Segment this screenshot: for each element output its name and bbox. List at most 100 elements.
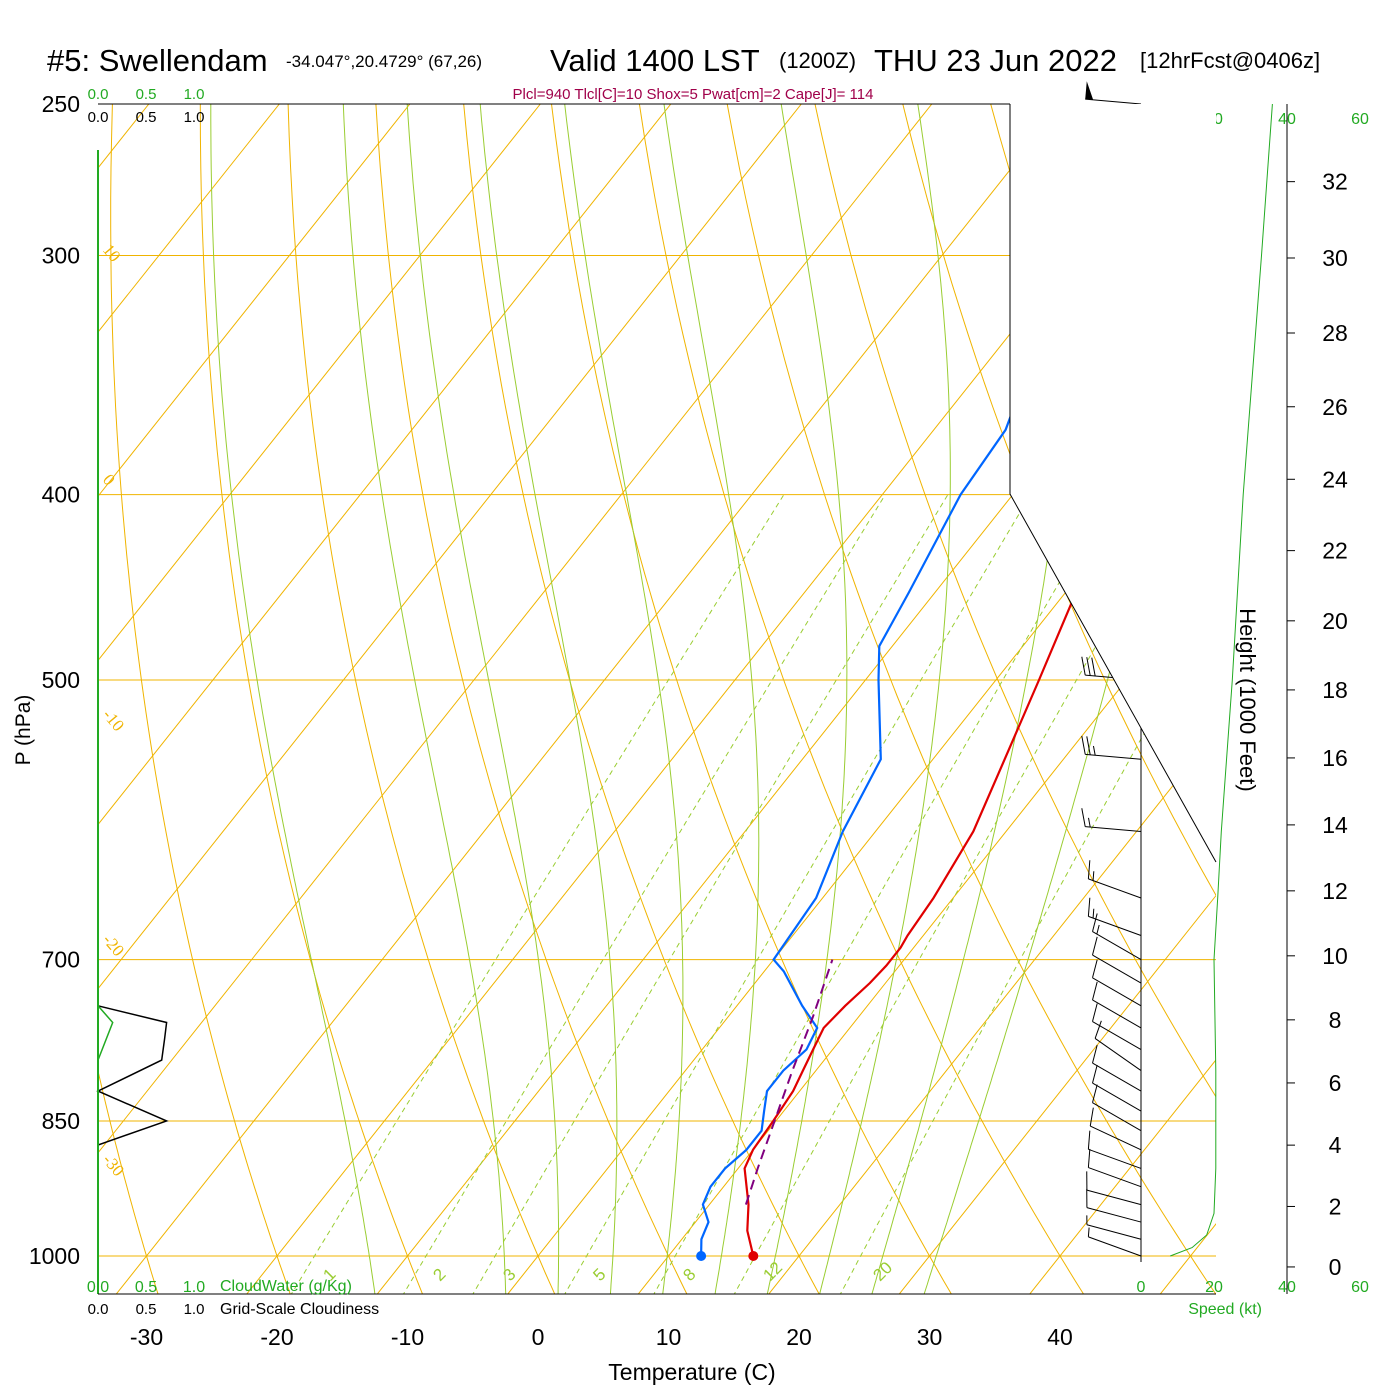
height-tick-label: 0 — [1329, 1254, 1342, 1280]
wind-barb-staff — [1092, 1102, 1142, 1132]
mask-upper-right — [1010, 104, 1216, 862]
dry-adiabat — [814, 104, 1216, 1098]
temperature-tick-label: -20 — [260, 1324, 293, 1350]
cloudwater-tick-bottom: 0.0 — [87, 1279, 109, 1296]
moist-adiabat — [406, 104, 560, 1294]
mixing-ratio-line — [733, 494, 1183, 1294]
speed-tick-top: 60 — [1351, 111, 1369, 128]
cloudiness-tick-bottom: 0.5 — [136, 1301, 157, 1318]
cloudwater-tick-top: 0.0 — [88, 86, 109, 103]
cloudwater-label: CloudWater (g/Kg) — [220, 1278, 352, 1295]
height-tick-label: 8 — [1329, 1007, 1342, 1033]
wind-barb-feather — [1092, 913, 1098, 932]
x-axis-title: Temperature (C) — [608, 1359, 775, 1385]
wind-barb-staff — [1092, 931, 1142, 961]
pressure-tick-label: 300 — [42, 243, 80, 269]
title-station: #5: Swellendam — [47, 43, 268, 78]
wind-barb-staff — [1094, 1038, 1142, 1071]
moist-adiabat — [663, 104, 760, 1294]
wind-barb-staff — [1092, 1062, 1142, 1092]
pressure-tick-label: 250 — [42, 91, 80, 117]
wind-barb-staff — [1092, 999, 1142, 1029]
moist-adiabat — [479, 104, 618, 1294]
speed-tick-bottom: 20 — [1205, 1279, 1223, 1296]
cloudiness-tick-top: 1.0 — [184, 109, 205, 126]
wind-barb-staff — [1090, 1125, 1142, 1151]
axes-frame: 123581220100-10-20-3001020300.00.00.00.0… — [29, 86, 1217, 1350]
mixing-ratio-line — [290, 494, 785, 1294]
thermo-grid — [98, 104, 1216, 1294]
height-tick-label: 14 — [1322, 812, 1348, 838]
wind-barb-staff — [1088, 1148, 1142, 1169]
title-coords: -34.047°,20.4729° (67,26) — [286, 52, 482, 71]
height-tick-label: 16 — [1322, 745, 1348, 771]
height-tick-label: 28 — [1322, 320, 1348, 346]
temperature-tick-label: -10 — [391, 1324, 424, 1350]
speed-label: Speed (kt) — [1188, 1301, 1262, 1318]
dry-adiabat — [638, 104, 1085, 1294]
wind-barb-feather — [1092, 1084, 1098, 1103]
dry-adiabat — [287, 104, 556, 1294]
pressure-tick-label: 500 — [42, 667, 80, 693]
isotherm-line — [768, 730, 1216, 1294]
temperature-tick-label: 10 — [656, 1324, 682, 1350]
speed-tick-bottom: 0 — [1137, 1279, 1146, 1296]
mixing-ratio-line — [564, 494, 1031, 1294]
wind-barb-feather — [1086, 736, 1091, 755]
wind-barb-feather — [1092, 959, 1098, 978]
pressure-tick-label: 400 — [42, 482, 80, 508]
height-axis-title: Height (1000 Feet) — [1235, 608, 1260, 791]
title-forecast: [12hrFcst@0406z] — [1140, 48, 1320, 73]
wind-barb-feather — [1089, 1107, 1094, 1127]
wind-barb-feather — [1081, 656, 1086, 676]
wind-barb-staff — [1092, 954, 1142, 984]
dry-adiabat — [375, 104, 688, 1294]
wind-barb-staff — [1088, 1167, 1142, 1188]
isotherm-line — [98, 104, 280, 333]
height-tick-label: 6 — [1329, 1070, 1342, 1096]
isotherm-line — [98, 104, 411, 498]
wind-barb-half-feather — [1092, 745, 1096, 756]
isotherm-line — [507, 402, 1216, 1294]
height-tick-label: 26 — [1322, 394, 1348, 420]
temperature-tick-label: 20 — [786, 1324, 812, 1350]
mixing-ratio-line — [402, 494, 886, 1294]
moist-adiabat — [766, 104, 848, 1294]
pressure-tick-label: 700 — [42, 947, 80, 973]
y-axis-title: P (hPa) — [12, 695, 35, 766]
wind-barb-feather — [1087, 1130, 1091, 1150]
height-tick-label: 10 — [1322, 943, 1348, 969]
height-tick-label: 22 — [1322, 538, 1348, 564]
wind-barb-half-feather — [1087, 1227, 1090, 1237]
dry-adiabat — [726, 104, 1216, 1294]
dry-adiabat — [199, 104, 424, 1294]
title-zulu: (1200Z) — [779, 48, 856, 73]
cloudwater-tick-bottom: 1.0 — [183, 1279, 205, 1296]
speed-panel: 0020204040606002468101214161820222426283… — [1137, 103, 1369, 1296]
isotherm-line — [115, 104, 1063, 1294]
wind-barb-staff — [1086, 1224, 1142, 1240]
pressure-tick-label: 1000 — [29, 1243, 80, 1269]
wind-barb-feather — [1092, 936, 1098, 956]
moist-adiabat — [342, 104, 507, 1294]
moist-adiabat — [564, 104, 684, 1294]
wind-barb-staff — [1085, 98, 1142, 105]
wind-barb-feather — [1092, 981, 1098, 1001]
wind-barb-feather — [1092, 1003, 1098, 1022]
wind-barb-feather — [1092, 1044, 1098, 1064]
wind-barb-feather — [1087, 860, 1091, 879]
wind-barb-staff — [1092, 1082, 1142, 1112]
mask-boundary — [1009, 104, 1217, 863]
speed-tick-bottom: 60 — [1351, 1279, 1369, 1296]
cloudiness-label: Grid-Scale Cloudiness — [220, 1301, 379, 1318]
cloudiness-tick-top: 0.0 — [88, 109, 109, 126]
wind-barb-staff — [1092, 977, 1142, 1007]
speed-tick-bottom: 40 — [1278, 1279, 1296, 1296]
speed-tick-top: 40 — [1278, 111, 1296, 128]
height-tick-label: 30 — [1322, 245, 1348, 271]
wind-barb-staff — [1086, 1189, 1142, 1206]
dry-adiabat — [110, 104, 291, 1294]
cloudwater-tick-bottom: 0.5 — [135, 1279, 157, 1296]
isotherm-line — [98, 104, 541, 662]
